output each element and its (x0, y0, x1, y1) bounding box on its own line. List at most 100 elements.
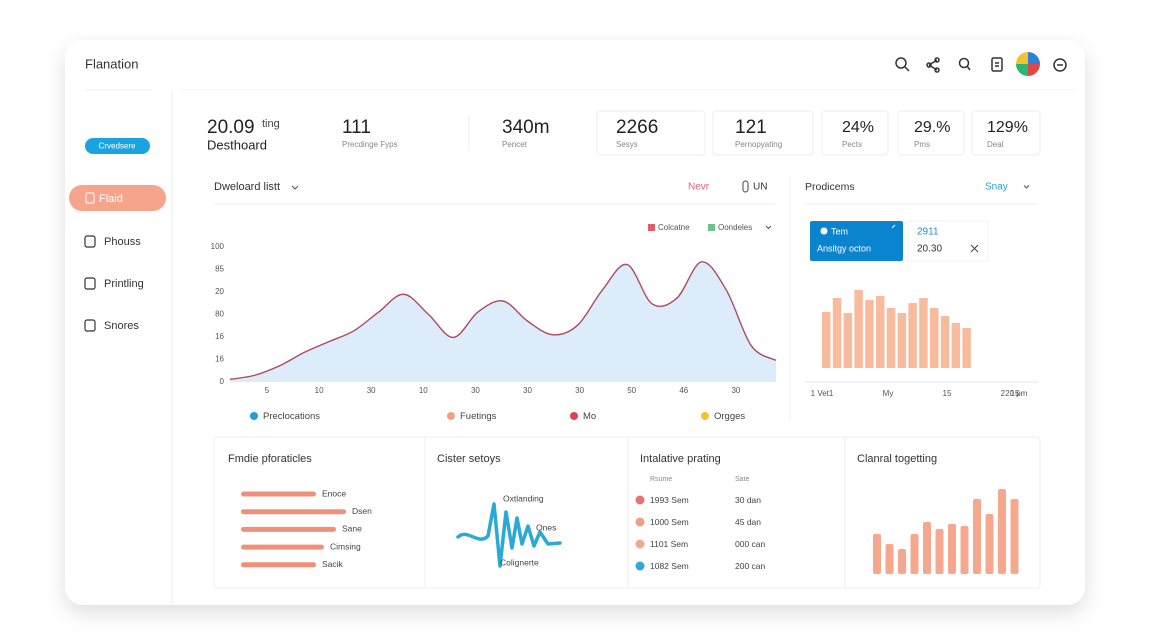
bar-label: Sane (342, 524, 362, 534)
stat-value: 29.% (914, 119, 950, 136)
popup (810, 221, 903, 261)
x-tick-label: 30 (575, 386, 584, 395)
row-name: 1082 Sem (650, 561, 689, 571)
search-icon[interactable] (895, 57, 910, 72)
y-tick-label: 0 (220, 377, 225, 386)
legend-dot (570, 412, 578, 420)
bar (998, 489, 1006, 574)
x-tick-label: 5 (265, 386, 270, 395)
settings-icon[interactable] (1053, 58, 1067, 72)
legend-swatch (648, 224, 655, 231)
bar (865, 300, 874, 368)
bar (897, 313, 907, 368)
stat-label: Sesys (616, 140, 638, 149)
popup-detail (907, 220, 989, 262)
dropdown-caret (1023, 185, 1030, 189)
stat-label: Pms (914, 140, 930, 149)
panel-title: Cister setoys (437, 453, 501, 465)
nav-icon (84, 277, 96, 290)
x-tick-label: 220 pm (1001, 389, 1028, 398)
bar (873, 534, 881, 574)
row-dot (635, 561, 645, 571)
legend-label: Fuetings (460, 411, 497, 422)
stat-label: Pects (842, 140, 862, 149)
nav-item[interactable]: Printling (104, 278, 144, 290)
close-icon[interactable] (970, 244, 979, 253)
panel-title: Intalative prating (640, 453, 721, 465)
stat-value: 20.09 (207, 117, 255, 138)
nav-item[interactable]: Phouss (104, 236, 141, 248)
nav-item-active[interactable] (69, 185, 166, 211)
nav-icon (84, 319, 96, 332)
stat-label: Pernopyating (735, 140, 782, 149)
share-icon[interactable] (926, 57, 940, 73)
stat-label: Pencet (502, 140, 528, 149)
bar (919, 298, 928, 368)
row-dot (635, 539, 645, 549)
x-tick-label: 30 (523, 386, 532, 395)
x-tick-label: 10 (315, 386, 324, 395)
x-tick-label: My (883, 389, 894, 398)
chart-filter[interactable]: Snay (985, 182, 1008, 193)
toggle-icon (742, 180, 749, 193)
badge-label: Crvedsere (99, 142, 136, 151)
bar (885, 544, 894, 574)
x-tick-label: 50 (627, 386, 636, 395)
x-tick-label: 15 (1011, 389, 1020, 398)
bar-label: Dsen (352, 506, 372, 516)
bar (951, 323, 961, 368)
stat-value: 111 (342, 117, 371, 138)
clipboard-icon[interactable] (991, 57, 1003, 72)
nav-icon (85, 192, 95, 204)
chart-toggle[interactable]: UN (753, 182, 767, 193)
row-value: 200 can (735, 561, 766, 571)
chart-action[interactable]: Nevr (688, 182, 710, 193)
dropdown-caret (291, 185, 299, 190)
column-header: Rsume (650, 476, 672, 483)
bar (822, 312, 831, 368)
stat-suffix: ting (262, 118, 280, 130)
bar-label: Enoce (322, 488, 346, 498)
x-tick-label: 1 Vet1 (811, 389, 834, 398)
chart-title: Prodicems (805, 181, 855, 193)
bar (843, 313, 853, 368)
nav-item[interactable]: Snores (104, 320, 139, 332)
search-icon[interactable] (958, 57, 971, 71)
badge[interactable] (85, 138, 150, 154)
row-value: 45 dan (735, 517, 761, 527)
stat-value: 129% (987, 119, 1028, 136)
stat-label: Deal (987, 140, 1004, 149)
x-tick-label: 30 (731, 386, 740, 395)
legend-swatch (708, 224, 715, 231)
stat-label: Desthoard (207, 137, 267, 152)
legend-dot (250, 412, 258, 420)
x-tick-label: 10 (419, 386, 428, 395)
bar (241, 562, 316, 568)
stat-value: 24% (842, 119, 874, 136)
legend-dot (701, 412, 709, 420)
waveform-graphic (456, 502, 562, 568)
stat-value: 2266 (616, 117, 658, 138)
bar (930, 308, 939, 368)
popup-value: 2911 (917, 227, 939, 238)
x-tick-label: 30 (367, 386, 376, 395)
y-tick-label: 20 (215, 287, 224, 296)
dropdown-caret (765, 225, 772, 230)
card (65, 40, 1085, 605)
x-tick-label: 15 (943, 389, 952, 398)
legend-label: Orgges (714, 411, 745, 422)
nav-item[interactable]: Flaid (99, 193, 123, 205)
legend-label: Mo (583, 411, 596, 422)
bar (948, 524, 956, 574)
avatar[interactable] (1016, 52, 1040, 76)
bar-label: Cimsing (330, 541, 361, 551)
bar (886, 308, 896, 368)
bar (940, 316, 950, 368)
legend-dot (447, 412, 455, 420)
bar (832, 298, 842, 368)
popup-title: Tem (831, 226, 848, 236)
row-name: 1101 Sem (650, 539, 688, 549)
bar (923, 522, 931, 574)
bar (898, 549, 906, 574)
